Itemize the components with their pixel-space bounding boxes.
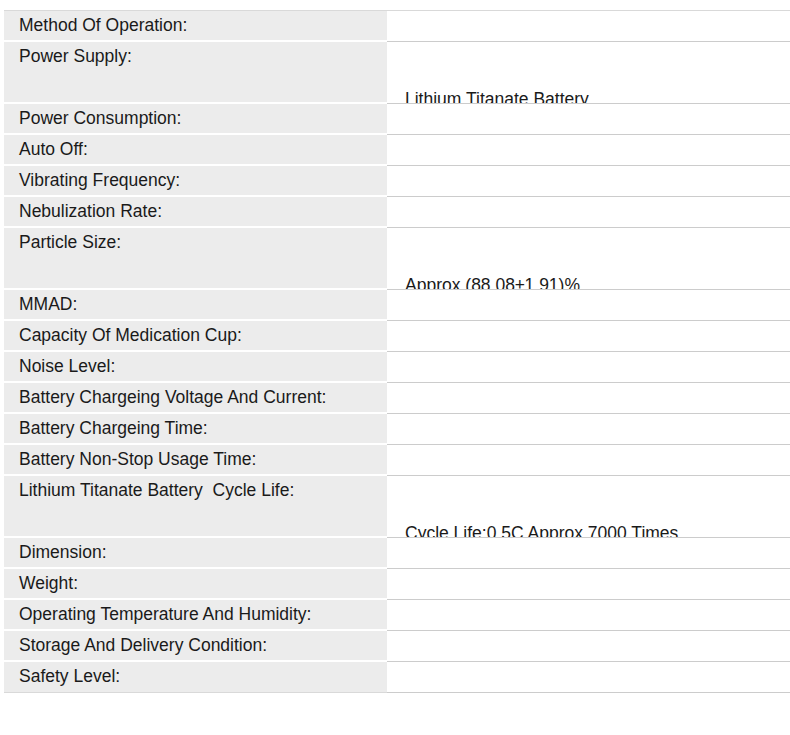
spec-label: Power Consumption:	[4, 104, 387, 135]
spec-label: Nebulization Rate:	[4, 197, 387, 228]
spec-label: Battery Chargeing Time:	[4, 414, 387, 445]
spec-value-cell: Cycle Life:0.5C Approx.7000 Times, 1C Ap…	[387, 476, 790, 538]
specifications-table: Method Of Operation: Active Vibrating Me…	[4, 10, 790, 693]
spec-value-cell: ≧0.25 Ml/Min	[387, 197, 790, 228]
spec-value-cell: Type B Class II	[387, 662, 790, 693]
spec-row-particle-size: Particle Size: Approx.(88.08±1.91)% with…	[4, 228, 790, 290]
spec-row-power-consumption: Power Consumption: Approx. 2.0W	[4, 104, 790, 135]
spec-row-auto-off: Auto Off: 10 Mins	[4, 135, 790, 166]
spec-label: Vibrating Frequency:	[4, 166, 387, 197]
spec-value-line: Lithium Titanate Battery	[405, 84, 790, 104]
spec-value-cell: Lithium Titanate Battery (DC 4.8V Rechar…	[387, 42, 790, 104]
spec-label: Lithium Titanate Battery Cycle Life:	[4, 476, 387, 538]
spec-label: MMAD:	[4, 290, 387, 321]
spec-value-cell: Approx. L40 X W40 X H90 mm	[387, 538, 790, 569]
spec-row-non-stop-usage-time: Battery Non-Stop Usage Time: Approx. 100…	[4, 445, 790, 476]
spec-value-cell: Approx.(88.08±1.91)% within 0.5 to 5um r…	[387, 228, 790, 290]
spec-label: Dimension:	[4, 538, 387, 569]
spec-value-cell: ≤50dBA (1 Meter Distance)	[387, 352, 790, 383]
spec-value-cell: Active Vibrating Mesh Technology	[387, 11, 790, 42]
spec-row-medication-cup-capacity: Capacity Of Medication Cup: Max 12ml	[4, 321, 790, 352]
spec-label: Capacity Of Medication Cup:	[4, 321, 387, 352]
spec-label: Particle Size:	[4, 228, 387, 290]
spec-row-dimension: Dimension: Approx. L40 X W40 X H90 mm	[4, 538, 790, 569]
spec-label: Noise Level:	[4, 352, 387, 383]
spec-value-cell: Approx. 107 kHz +/- 10%	[387, 166, 790, 197]
spec-row-operating-temp-humidity: Operating Temperature And Humidity: 10 ~…	[4, 600, 790, 631]
spec-label: Storage And Delivery Condition:	[4, 631, 387, 662]
spec-value-cell: Approx. 2.0W	[387, 104, 790, 135]
spec-label: Auto Off:	[4, 135, 387, 166]
spec-value-line: Approx.(88.08±1.91)%	[405, 270, 790, 290]
spec-row-mmad: MMAD: 2.25±0.35um	[4, 290, 790, 321]
spec-row-nebulization-rate: Nebulization Rate: ≧0.25 Ml/Min	[4, 197, 790, 228]
spec-label: Operating Temperature And Humidity:	[4, 600, 387, 631]
spec-value-cell: Approx. 90 Mins	[387, 414, 790, 445]
spec-value-line: Cycle Life:0.5C Approx.7000 Times,	[405, 518, 790, 538]
spec-value-cell: 2.25±0.35um	[387, 290, 790, 321]
spec-row-battery-cycle-life: Lithium Titanate Battery Cycle Life: Cyc…	[4, 476, 790, 538]
spec-label: Battery Non-Stop Usage Time:	[4, 445, 387, 476]
spec-row-method-of-operation: Method Of Operation: Active Vibrating Me…	[4, 11, 790, 42]
spec-row-power-supply: Power Supply: Lithium Titanate Battery (…	[4, 42, 790, 104]
spec-value-cell: 10 ~40°C, 30 ~ 85 % RH, 800~1060hPa	[387, 600, 790, 631]
spec-value-cell: Max 12ml	[387, 321, 790, 352]
spec-label: Safety Level:	[4, 662, 387, 693]
spec-value-cell: Approx.110g	[387, 569, 790, 600]
spec-row-safety-level: Safety Level: Type B Class II	[4, 662, 790, 693]
spec-label: Battery Chargeing Voltage And Current:	[4, 383, 387, 414]
spec-row-noise-level: Noise Level: ≤50dBA (1 Meter Distance)	[4, 352, 790, 383]
spec-value-cell: 10 Mins	[387, 135, 790, 166]
spec-label: Weight:	[4, 569, 387, 600]
spec-label: Method Of Operation:	[4, 11, 387, 42]
spec-value-cell: -20~ 60°C, 20 ~ 75 % RH, 800~1060hPa	[387, 631, 790, 662]
spec-row-weight: Weight: Approx.110g	[4, 569, 790, 600]
spec-row-storage-delivery-condition: Storage And Delivery Condition: -20~ 60°…	[4, 631, 790, 662]
spec-label: Power Supply:	[4, 42, 387, 104]
spec-row-charging-voltage-current: Battery Chargeing Voltage And Current: 5…	[4, 383, 790, 414]
spec-value-cell: 5.0V 1A～2A	[387, 383, 790, 414]
spec-row-charging-time: Battery Chargeing Time: Approx. 90 Mins	[4, 414, 790, 445]
spec-row-vibrating-frequency: Vibrating Frequency: Approx. 107 kHz +/-…	[4, 166, 790, 197]
spec-value-cell: Approx. 100 Mins	[387, 445, 790, 476]
